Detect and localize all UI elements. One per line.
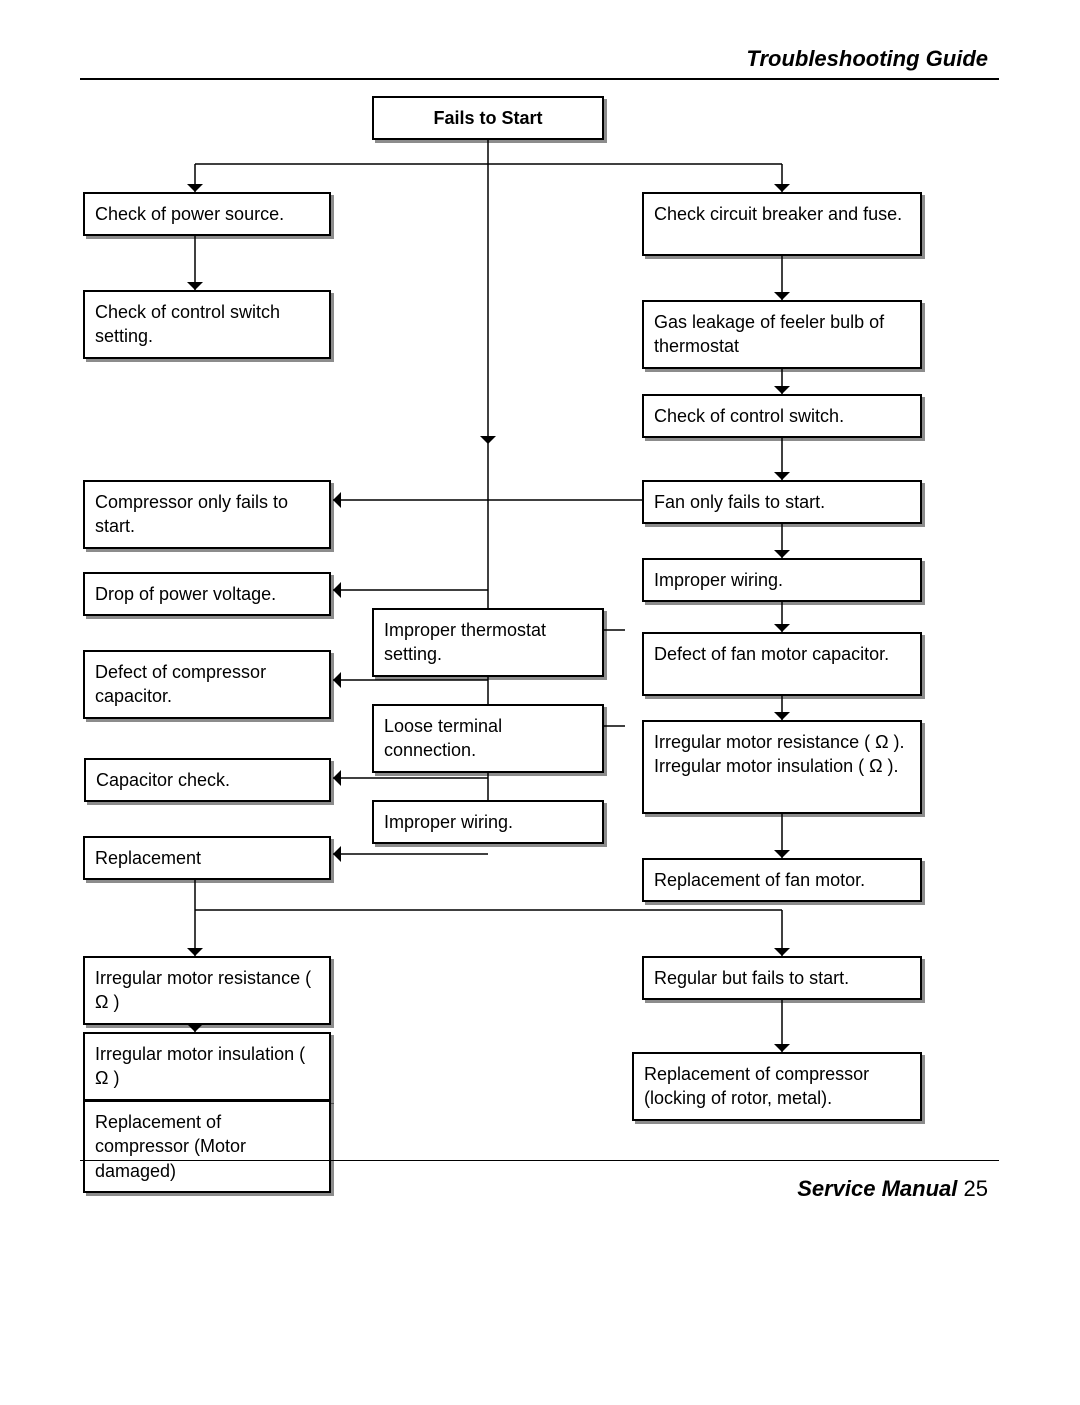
node-r8: Replacement of fan motor. <box>642 858 922 902</box>
node-br1: Regular but fails to start. <box>642 956 922 1000</box>
node-ll3: Defect of compressor capacitor. <box>83 650 331 719</box>
page-title: Troubleshooting Guide <box>746 46 988 72</box>
node-ll4: Capacitor check. <box>84 758 331 802</box>
page: Troubleshooting Guide Fails to Start Chec… <box>0 0 1080 1405</box>
node-b3: Replacement of compressor (Motor damaged… <box>83 1100 331 1193</box>
node-r3: Check of control switch. <box>642 394 922 438</box>
node-r4: Fan only fails to start. <box>642 480 922 524</box>
node-ll5: Replacement <box>83 836 331 880</box>
node-m2: Loose terminal connection. <box>372 704 604 773</box>
rule-bottom <box>80 1160 999 1161</box>
node-r1: Check circuit breaker and fuse. <box>642 192 922 256</box>
node-b1: Irregular motor resistance ( Ω ) <box>83 956 331 1025</box>
footer-label: Service Manual <box>797 1176 957 1201</box>
node-l2: Check of control switch setting. <box>83 290 331 359</box>
node-br2: Replacement of compressor (locking of ro… <box>632 1052 922 1121</box>
node-r2: Gas leakage of feeler bulb of thermostat <box>642 300 922 369</box>
node-start: Fails to Start <box>372 96 604 140</box>
node-ll2: Drop of power voltage. <box>83 572 331 616</box>
node-r5: Improper wiring. <box>642 558 922 602</box>
node-b2: Irregular motor insulation ( Ω ) <box>83 1032 331 1101</box>
node-ll1: Compressor only fails to start. <box>83 480 331 549</box>
footer-page-number: 25 <box>964 1176 988 1201</box>
page-footer: Service Manual 25 <box>797 1176 988 1202</box>
node-m1: Improper thermostat setting. <box>372 608 604 677</box>
node-r7: Irregular motor resistance ( Ω ). Irregu… <box>642 720 922 814</box>
node-m3: Improper wiring. <box>372 800 604 844</box>
rule-top <box>80 78 999 80</box>
node-r6: Defect of fan motor capacitor. <box>642 632 922 696</box>
node-l1: Check of power source. <box>83 192 331 236</box>
